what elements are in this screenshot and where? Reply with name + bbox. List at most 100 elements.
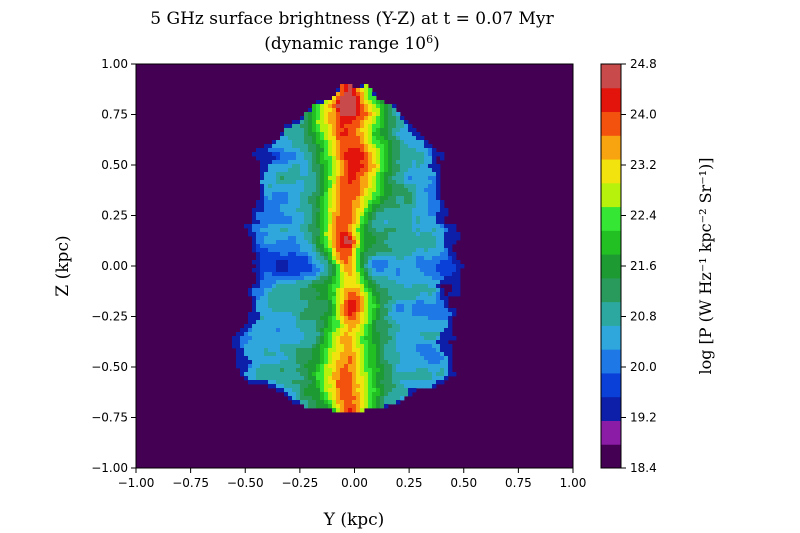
emission-cell xyxy=(404,200,409,205)
emission-cell xyxy=(284,132,289,137)
emission-cell xyxy=(420,208,425,213)
emission-cell xyxy=(388,400,393,405)
emission-cell xyxy=(244,332,249,337)
emission-cell xyxy=(372,384,377,389)
emission-cell xyxy=(396,220,401,225)
emission-cell xyxy=(324,208,329,213)
emission-cell xyxy=(256,216,261,221)
emission-cell xyxy=(424,352,429,357)
emission-cell xyxy=(320,324,325,329)
emission-cell xyxy=(340,128,345,133)
emission-cell xyxy=(344,168,349,173)
emission-cell xyxy=(396,304,401,309)
emission-cell xyxy=(436,212,441,217)
emission-cell xyxy=(268,240,273,245)
emission-cell xyxy=(316,156,321,161)
emission-cell xyxy=(316,380,321,385)
emission-cell xyxy=(372,252,377,257)
emission-cell xyxy=(352,196,357,201)
emission-cell xyxy=(268,156,273,161)
emission-cell xyxy=(388,344,393,349)
emission-cell xyxy=(272,228,277,233)
emission-cell xyxy=(300,224,305,229)
emission-cell xyxy=(380,196,385,201)
emission-cell xyxy=(296,120,301,125)
emission-cell xyxy=(432,328,437,333)
emission-cell xyxy=(412,248,417,253)
emission-cell xyxy=(312,252,317,257)
emission-cell xyxy=(336,336,341,341)
emission-cell xyxy=(296,180,301,185)
emission-cell xyxy=(384,176,389,181)
emission-cell xyxy=(428,360,433,365)
emission-cell xyxy=(352,292,357,297)
emission-cell xyxy=(368,320,373,325)
y-tick-label: −0.75 xyxy=(91,411,128,425)
emission-cell xyxy=(404,316,409,321)
emission-cell xyxy=(240,364,245,369)
emission-cell xyxy=(444,212,449,217)
emission-cell xyxy=(316,180,321,185)
emission-cell xyxy=(300,140,305,145)
emission-cell xyxy=(424,284,429,289)
emission-cell xyxy=(360,408,365,413)
emission-cell xyxy=(396,140,401,145)
emission-cell xyxy=(412,364,417,369)
emission-cell xyxy=(292,148,297,153)
emission-cell xyxy=(284,160,289,165)
emission-cell xyxy=(336,296,341,301)
emission-cell xyxy=(404,208,409,213)
emission-cell xyxy=(324,304,329,309)
emission-cell xyxy=(292,276,297,281)
emission-cell xyxy=(400,260,405,265)
emission-cell xyxy=(380,284,385,289)
emission-cell xyxy=(288,392,293,397)
emission-cell xyxy=(364,344,369,349)
emission-cell xyxy=(304,160,309,165)
emission-cell xyxy=(240,328,245,333)
emission-cell xyxy=(336,148,341,153)
emission-cell xyxy=(372,368,377,373)
emission-cell xyxy=(320,276,325,281)
emission-cell xyxy=(276,288,281,293)
emission-cell xyxy=(420,364,425,369)
emission-cell xyxy=(324,156,329,161)
emission-cell xyxy=(376,244,381,249)
emission-cell xyxy=(424,252,429,257)
emission-cell xyxy=(384,116,389,121)
emission-cell xyxy=(440,200,445,205)
emission-cell xyxy=(320,108,325,113)
emission-cell xyxy=(360,292,365,297)
emission-cell xyxy=(280,352,285,357)
emission-cell xyxy=(284,296,289,301)
emission-cell xyxy=(432,168,437,173)
emission-cell xyxy=(300,184,305,189)
emission-cell xyxy=(304,208,309,213)
emission-cell xyxy=(280,192,285,197)
emission-cell xyxy=(284,172,289,177)
emission-cell xyxy=(304,228,309,233)
emission-cell xyxy=(428,240,433,245)
emission-cell xyxy=(320,180,325,185)
emission-cell xyxy=(392,108,397,113)
emission-cell xyxy=(352,260,357,265)
emission-cell xyxy=(368,336,373,341)
emission-cell xyxy=(388,124,393,129)
emission-cell xyxy=(292,260,297,265)
emission-cell xyxy=(328,320,333,325)
emission-cell xyxy=(316,164,321,169)
emission-cell xyxy=(336,232,341,237)
emission-cell xyxy=(428,220,433,225)
emission-cell xyxy=(248,328,253,333)
y-tick-label: −0.50 xyxy=(91,360,128,374)
emission-cell xyxy=(336,164,341,169)
emission-cell xyxy=(408,336,413,341)
emission-cell xyxy=(432,280,437,285)
emission-cell xyxy=(264,248,269,253)
emission-cell xyxy=(384,312,389,317)
emission-cell xyxy=(280,296,285,301)
emission-cell xyxy=(368,384,373,389)
emission-cell xyxy=(336,392,341,397)
emission-cell xyxy=(348,136,353,141)
emission-cell xyxy=(412,292,417,297)
